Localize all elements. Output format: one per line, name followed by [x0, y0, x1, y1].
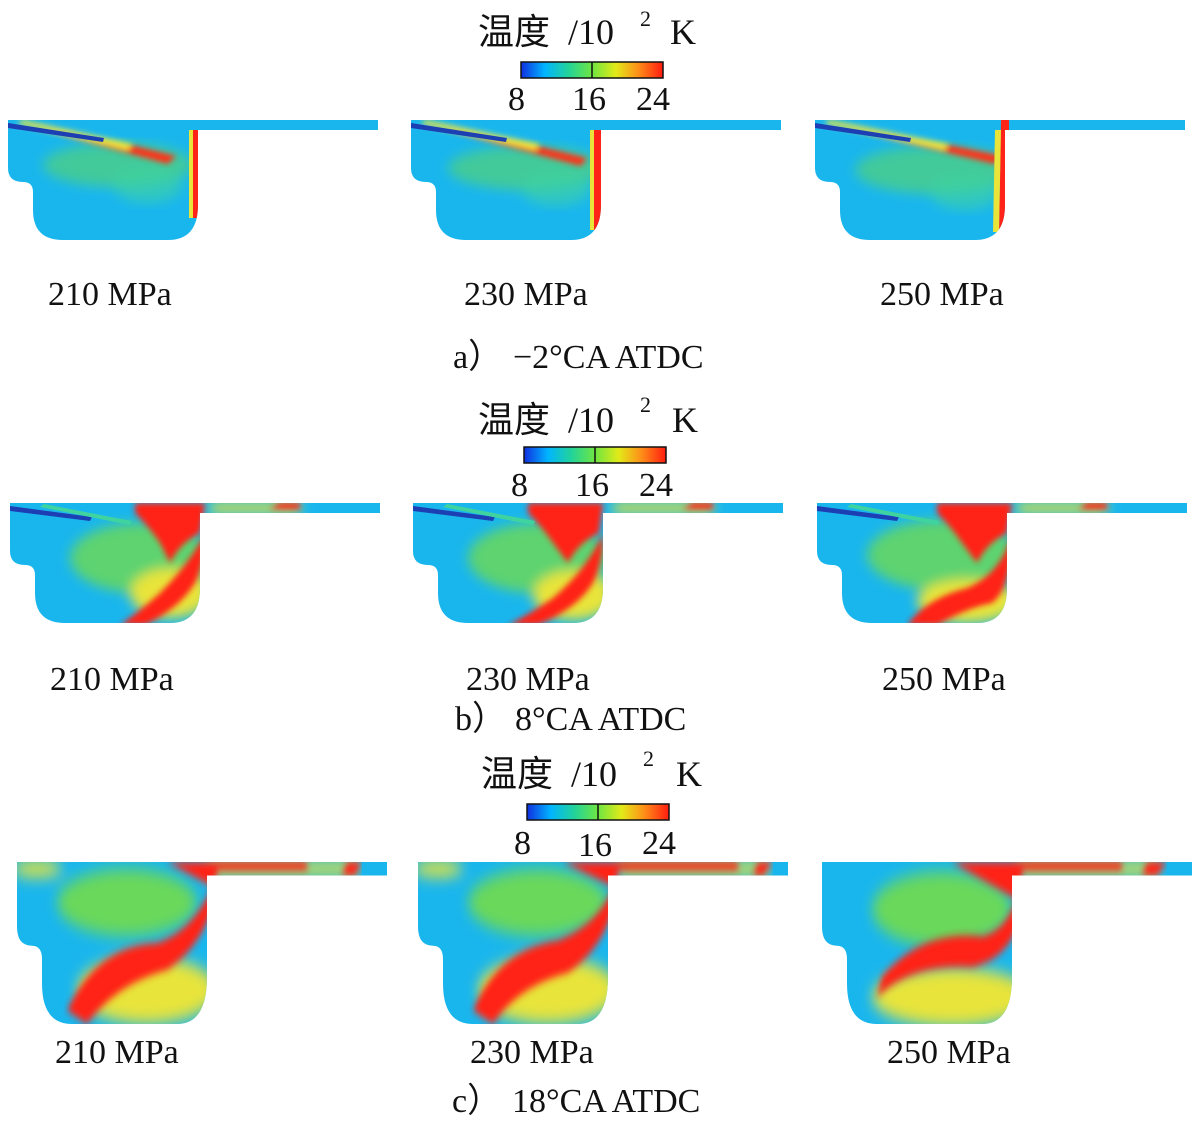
legend-title-unit: K [670, 12, 696, 52]
pressure-label-a-250: 250 MPa [880, 276, 1004, 313]
legend-tick-min: 8 [514, 825, 531, 862]
legend-tick-mid: 16 [578, 827, 612, 864]
contour-panel-c-250 [822, 862, 1192, 1025]
caption-a-letter: a） [453, 338, 502, 376]
caption-c-angle: 18°CA ATDC [512, 1083, 700, 1120]
caption-c-letter: c） [452, 1082, 501, 1120]
legend-title-prefix: 温度 [478, 400, 550, 440]
legend-title-unit: K [672, 400, 698, 440]
legend-tick-max: 24 [639, 467, 673, 504]
legend-tick-mid: 16 [575, 467, 609, 504]
row-a: 温度 /10 2 K 8 16 24 [8, 6, 1185, 376]
caption-a-angle: −2°CA ATDC [513, 339, 704, 376]
legend-title-exponent: 2 [640, 392, 651, 417]
legend-title-mid: /10 [571, 754, 617, 794]
row-b: 温度 /10 2 K 8 16 24 [10, 392, 1187, 738]
pressure-label-c-250: 250 MPa [887, 1034, 1011, 1071]
legend-tick-max: 24 [642, 825, 676, 862]
contour-panel-a-210 [8, 120, 378, 240]
row-c: 温度 /10 2 K 8 16 24 [17, 746, 1192, 1120]
contour-panel-b-230 [413, 503, 783, 623]
contour-panel-b-250 [817, 503, 1187, 623]
legend-title-exponent: 2 [640, 6, 651, 31]
contour-panel-b-210 [10, 503, 380, 623]
legend-title-mid: /10 [568, 400, 614, 440]
contour-panel-c-230 [418, 862, 788, 1024]
pressure-label-c-230: 230 MPa [470, 1034, 594, 1071]
contour-panel-a-230 [411, 120, 781, 240]
pressure-label-b-250: 250 MPa [882, 661, 1006, 698]
caption-b-letter: b） [455, 700, 506, 738]
legend-tick-min: 8 [508, 81, 525, 118]
caption-b-angle: 8°CA ATDC [515, 701, 686, 738]
legend-title-prefix: 温度 [481, 754, 553, 794]
legend-tick-max: 24 [636, 81, 670, 118]
pressure-label-a-210: 210 MPa [48, 276, 172, 313]
legend-title-prefix: 温度 [478, 12, 550, 52]
colorbar-legend: 温度 /10 2 K 8 16 24 [481, 746, 702, 864]
pressure-label-a-230: 230 MPa [464, 276, 588, 313]
colorbar-legend: 温度 /10 2 K 8 16 24 [478, 392, 698, 504]
pressure-label-b-210: 210 MPa [50, 661, 174, 698]
colorbar-legend: 温度 /10 2 K 8 16 24 [478, 6, 696, 118]
legend-tick-mid: 16 [572, 81, 606, 118]
pressure-label-c-210: 210 MPa [55, 1034, 179, 1071]
contour-panel-a-250 [815, 120, 1185, 240]
legend-tick-min: 8 [511, 467, 528, 504]
legend-title-mid: /10 [568, 12, 614, 52]
pressure-label-b-230: 230 MPa [466, 661, 590, 698]
legend-title-unit: K [676, 754, 702, 794]
legend-title-exponent: 2 [643, 746, 654, 771]
contour-panel-c-210 [17, 862, 387, 1024]
